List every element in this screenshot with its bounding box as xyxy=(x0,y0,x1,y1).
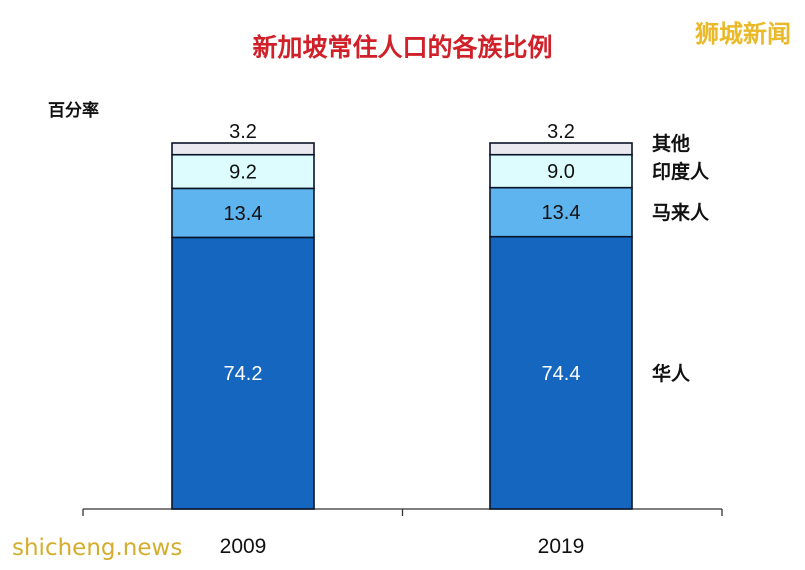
segment-2019-3 xyxy=(489,142,633,156)
segment-2009-0 xyxy=(171,236,315,510)
x-tick-label-2019: 2019 xyxy=(538,535,585,558)
data-label-2019-0: 74.4 xyxy=(542,363,581,385)
y-axis-label: 百分率 xyxy=(48,101,99,121)
chart-title: 新加坡常住人口的各族比例 xyxy=(252,33,553,62)
legend-label-0: 华人 xyxy=(652,362,691,385)
watermark-top-right: 狮城新闻 xyxy=(695,20,791,48)
data-label-2009-3: 3.2 xyxy=(229,121,257,143)
legend-label-3: 其他 xyxy=(652,132,690,155)
watermark-bottom-left: shicheng.news xyxy=(12,535,183,561)
data-label-2019-1: 13.4 xyxy=(542,202,581,224)
segment-2009-2 xyxy=(171,153,315,190)
segment-2019-2 xyxy=(489,153,633,189)
segment-2009-3 xyxy=(171,142,315,156)
legend-label-1: 马来人 xyxy=(652,202,710,224)
x-tick-label-2009: 2009 xyxy=(220,535,267,558)
segment-2019-1 xyxy=(489,186,633,238)
legend-label-2: 印度人 xyxy=(652,160,710,183)
data-label-2009-2: 9.2 xyxy=(229,162,257,184)
data-label-2009-0: 74.2 xyxy=(224,363,263,385)
data-label-2009-1: 13.4 xyxy=(224,203,263,225)
data-label-2019-3: 3.2 xyxy=(547,121,575,143)
data-label-2019-2: 9.0 xyxy=(547,161,575,183)
segment-2019-0 xyxy=(489,235,633,510)
